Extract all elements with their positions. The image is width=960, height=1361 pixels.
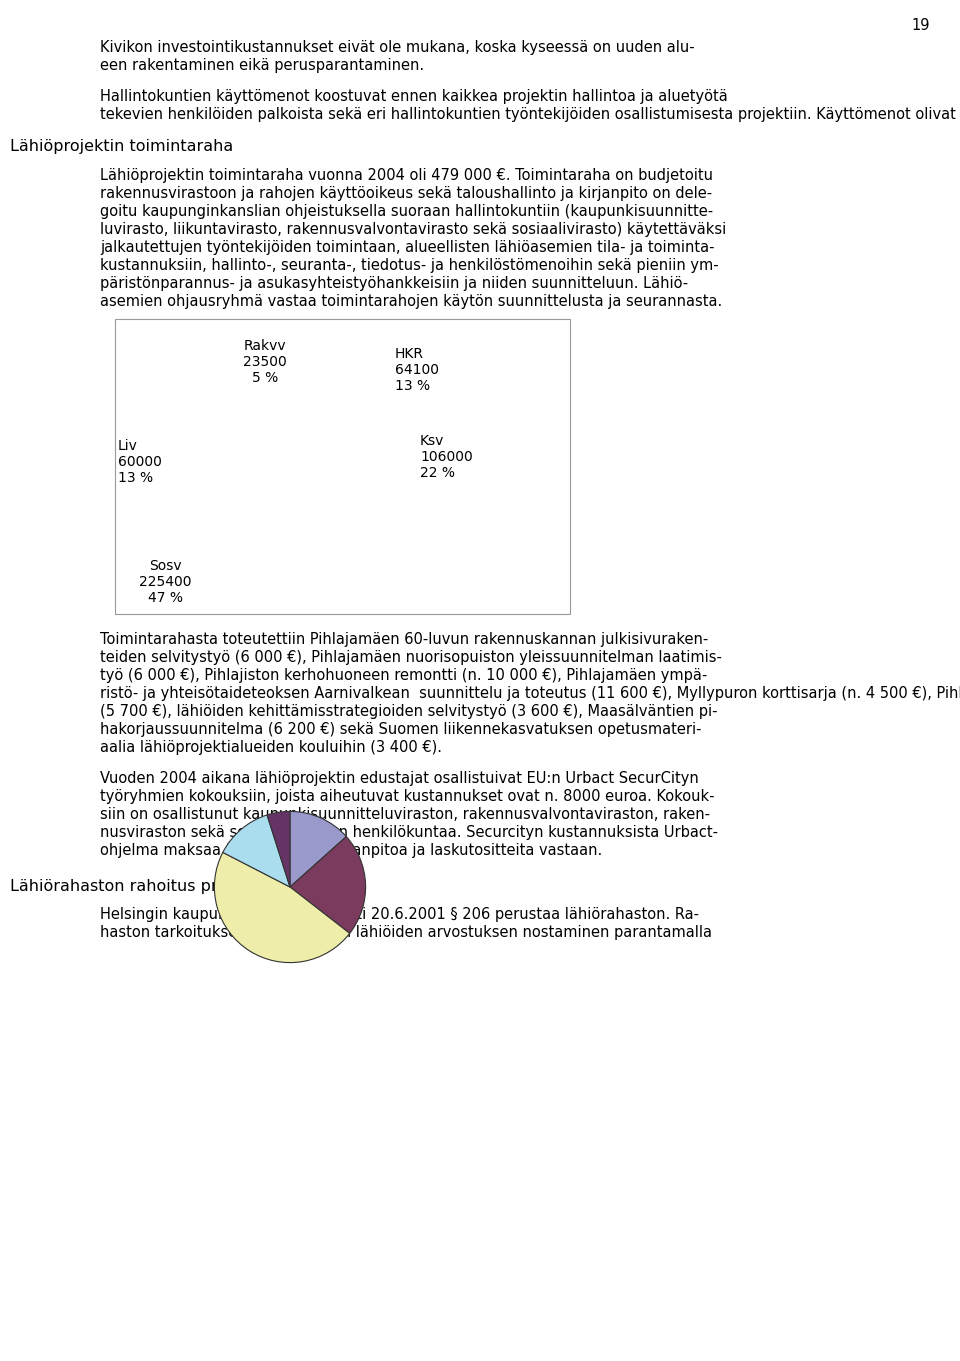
Wedge shape — [290, 811, 347, 887]
Text: tekevien henkilöiden palkoista sekä eri hallintokuntien työntekijöiden osallistu: tekevien henkilöiden palkoista sekä eri … — [100, 106, 960, 121]
Text: haston tarkoituksena on Helsingin lähiöiden arvostuksen nostaminen parantamalla: haston tarkoituksena on Helsingin lähiöi… — [100, 925, 712, 940]
Text: 22 %: 22 % — [420, 465, 455, 480]
Text: teiden selvitystyö (6 000 €), Pihlajamäen nuorisopuiston yleissuunnitelman laati: teiden selvitystyö (6 000 €), Pihlajamäe… — [100, 651, 722, 666]
Text: Sosv: Sosv — [149, 559, 181, 573]
Text: 225400: 225400 — [139, 574, 191, 589]
Text: Liv: Liv — [118, 440, 138, 453]
Wedge shape — [267, 811, 290, 887]
Text: 47 %: 47 % — [148, 591, 182, 606]
Text: kustannuksiin, hallinto-, seuranta-, tiedotus- ja henkilöstömenoihin sekä pienii: kustannuksiin, hallinto-, seuranta-, tie… — [100, 257, 719, 272]
Text: asemien ohjausryhmä vastaa toimintarahojen käytön suunnittelusta ja seurannasta.: asemien ohjausryhmä vastaa toimintarahoj… — [100, 294, 722, 309]
Bar — [115, 318, 570, 614]
Text: nusviraston sekä sosiaalivirastion henkilökuntaa. Securcityn kustannuksista Urba: nusviraston sekä sosiaalivirastion henki… — [100, 825, 718, 840]
Wedge shape — [214, 852, 349, 962]
Text: (5 700 €), lähiöiden kehittämisstrategioiden selvitystyö (3 600 €), Maasälväntie: (5 700 €), lähiöiden kehittämisstrategio… — [100, 704, 717, 719]
Text: Ksv: Ksv — [420, 434, 444, 448]
Text: jalkautettujen työntekijöiden toimintaan, alueellisten lähiöasemien tila- ja toi: jalkautettujen työntekijöiden toimintaan… — [100, 240, 714, 255]
Text: päristönparannus- ja asukasyhteistyöhankkeisiin ja niiden suunnitteluun. Lähiö-: päristönparannus- ja asukasyhteistyöhank… — [100, 276, 688, 291]
Text: 106000: 106000 — [420, 450, 472, 464]
Text: Helsingin kaupunginvaltuusto päätti 20.6.2001 § 206 perustaa lähiörahaston. Ra-: Helsingin kaupunginvaltuusto päätti 20.6… — [100, 908, 699, 923]
Text: 5 %: 5 % — [252, 372, 278, 385]
Text: HKR: HKR — [395, 347, 424, 361]
Text: 19: 19 — [911, 18, 930, 33]
Text: Hallintokuntien käyttömenot koostuvat ennen kaikkea projektin hallintoa ja aluet: Hallintokuntien käyttömenot koostuvat en… — [100, 88, 728, 103]
Text: Kivikon investointikustannukset eivät ole mukana, koska kyseessä on uuden alu-: Kivikon investointikustannukset eivät ol… — [100, 39, 695, 54]
Text: Lähiöprojektin toimintaraha: Lähiöprojektin toimintaraha — [10, 139, 233, 154]
Wedge shape — [223, 815, 290, 887]
Text: ohjelma maksaa takaisin 50 % kirjanpitoa ja laskutositteita vastaan.: ohjelma maksaa takaisin 50 % kirjanpitoa… — [100, 842, 602, 857]
Text: hakorjaussuunnitelma (6 200 €) sekä Suomen liikennekasvatuksen opetusmateri-: hakorjaussuunnitelma (6 200 €) sekä Suom… — [100, 721, 702, 738]
Text: luvirasto, liikuntavirasto, rakennusvalvontavirasto sekä sosiaalivirasto) käytet: luvirasto, liikuntavirasto, rakennusvalv… — [100, 222, 727, 237]
Text: rakennusvirastoon ja rahojen käyttöoikeus sekä taloushallinto ja kirjanpito on d: rakennusvirastoon ja rahojen käyttöoikeu… — [100, 186, 712, 201]
Text: Lähiörahaston rahoitus projektialueilla: Lähiörahaston rahoitus projektialueilla — [10, 879, 320, 894]
Text: 13 %: 13 % — [395, 378, 430, 393]
Text: Lähiöprojektin toimintaraha vuonna 2004 oli 479 000 €. Toimintaraha on budjetoit: Lähiöprojektin toimintaraha vuonna 2004 … — [100, 167, 713, 182]
Text: een rakentaminen eikä perusparantaminen.: een rakentaminen eikä perusparantaminen. — [100, 59, 424, 73]
Text: 60000: 60000 — [118, 455, 162, 470]
Text: 13 %: 13 % — [118, 471, 154, 485]
Text: ristö- ja yhteisötaideteoksen Aarnivalkean  suunnittelu ja toteutus (11 600 €), : ristö- ja yhteisötaideteoksen Aarnivalke… — [100, 686, 960, 701]
Text: työryhmien kokouksiin, joista aiheutuvat kustannukset ovat n. 8000 euroa. Kokouk: työryhmien kokouksiin, joista aiheutuvat… — [100, 788, 714, 803]
Text: Rakvv: Rakvv — [244, 339, 286, 352]
Text: 64100: 64100 — [395, 363, 439, 377]
Text: Vuoden 2004 aikana lähiöprojektin edustajat osallistuivat EU:n Urbact SecurCityn: Vuoden 2004 aikana lähiöprojektin edusta… — [100, 770, 699, 785]
Text: siin on osallistunut kaupunkisuunnitteluviraston, rakennusvalvontaviraston, rake: siin on osallistunut kaupunkisuunnittelu… — [100, 807, 710, 822]
Text: työ (6 000 €), Pihlajiston kerhohuoneen remontti (n. 10 000 €), Pihlajamäen ympä: työ (6 000 €), Pihlajiston kerhohuoneen … — [100, 668, 708, 683]
Text: aalia lähiöprojektialueiden kouluihin (3 400 €).: aalia lähiöprojektialueiden kouluihin (3… — [100, 740, 442, 755]
Text: goitu kaupunginkanslian ohjeistuksella suoraan hallintokuntiin (kaupunkisuunnitt: goitu kaupunginkanslian ohjeistuksella s… — [100, 204, 713, 219]
Text: Toimintarahasta toteutettiin Pihlajamäen 60-luvun rakennuskannan julkisivuraken-: Toimintarahasta toteutettiin Pihlajamäen… — [100, 632, 708, 646]
Text: 23500: 23500 — [243, 355, 287, 369]
Wedge shape — [290, 837, 366, 934]
